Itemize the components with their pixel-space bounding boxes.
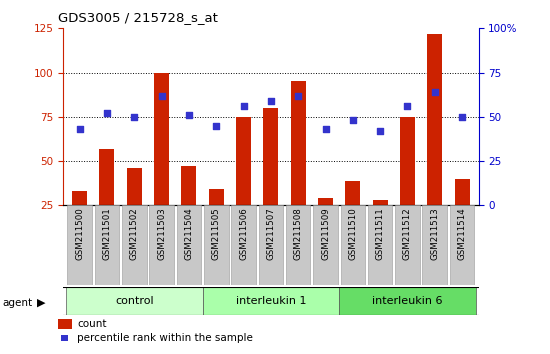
Text: GSM211510: GSM211510	[348, 208, 358, 261]
Text: GSM211512: GSM211512	[403, 208, 412, 261]
Bar	[313, 205, 338, 285]
Text: GDS3005 / 215728_s_at: GDS3005 / 215728_s_at	[58, 11, 218, 24]
Bar	[72, 191, 87, 250]
Point	[294, 93, 302, 98]
Point	[321, 126, 330, 132]
Text: GSM211511: GSM211511	[376, 208, 384, 261]
Point	[239, 103, 248, 109]
Bar	[395, 205, 420, 285]
Bar	[422, 205, 447, 285]
Point	[212, 123, 221, 129]
Bar	[455, 179, 470, 250]
Point	[266, 98, 275, 104]
Bar	[67, 205, 92, 285]
Bar	[427, 34, 442, 250]
Text: GSM211513: GSM211513	[430, 208, 439, 261]
Bar	[258, 205, 283, 285]
Text: GSM211506: GSM211506	[239, 208, 248, 261]
Text: GSM211508: GSM211508	[294, 208, 302, 261]
Bar	[368, 205, 393, 285]
Text: interleukin 1: interleukin 1	[235, 296, 306, 306]
Bar	[345, 181, 360, 250]
Text: agent: agent	[3, 298, 33, 308]
Text: GSM211500: GSM211500	[75, 208, 84, 261]
Point	[458, 114, 466, 120]
Text: ▶: ▶	[37, 298, 45, 308]
Text: GSM211507: GSM211507	[266, 208, 276, 261]
Bar	[373, 200, 388, 250]
Point	[376, 128, 384, 134]
Bar	[339, 287, 476, 315]
Text: control: control	[115, 296, 153, 306]
Bar	[286, 205, 311, 285]
Bar	[202, 287, 339, 315]
Text: GSM211502: GSM211502	[130, 208, 139, 261]
Bar	[231, 205, 256, 285]
Text: GSM211514: GSM211514	[458, 208, 466, 261]
Bar	[204, 205, 229, 285]
Text: count: count	[77, 319, 107, 329]
Text: GSM211501: GSM211501	[102, 208, 112, 261]
Text: GSM211509: GSM211509	[321, 208, 330, 260]
Point	[157, 93, 166, 98]
Text: GSM211504: GSM211504	[184, 208, 194, 261]
Bar	[318, 198, 333, 250]
Point	[403, 103, 412, 109]
Bar	[154, 73, 169, 250]
Bar	[66, 287, 202, 315]
Point	[130, 114, 139, 120]
Bar	[340, 205, 365, 285]
Bar	[100, 149, 114, 250]
Bar	[208, 189, 224, 250]
Bar	[149, 205, 174, 285]
Text: GSM211503: GSM211503	[157, 208, 166, 261]
Bar	[95, 205, 119, 285]
Text: percentile rank within the sample: percentile rank within the sample	[77, 333, 253, 343]
Text: GSM211505: GSM211505	[212, 208, 221, 261]
Point	[349, 118, 358, 123]
Point	[184, 112, 193, 118]
Bar	[177, 205, 201, 285]
Bar	[122, 205, 146, 285]
Bar	[236, 117, 251, 250]
Text: interleukin 6: interleukin 6	[372, 296, 443, 306]
Bar	[291, 81, 306, 250]
Point	[102, 110, 111, 116]
Bar	[400, 117, 415, 250]
Point	[431, 89, 439, 95]
Bar	[263, 108, 278, 250]
Bar	[182, 166, 196, 250]
Point	[75, 126, 84, 132]
Bar	[126, 168, 142, 250]
Bar	[450, 205, 475, 285]
